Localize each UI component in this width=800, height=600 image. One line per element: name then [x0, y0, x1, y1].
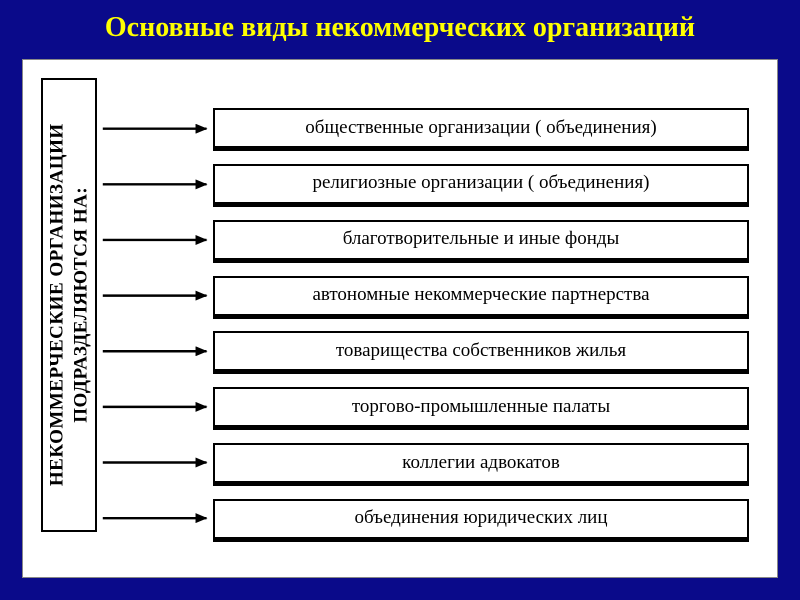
source-category-box: НЕКОММЕРЧЕСКИЕ ОРГАНИЗАЦИИ ПОДРАЗДЕЛЯЮТС… — [41, 78, 97, 532]
list-item: благотворительные и иные фонды — [213, 220, 749, 260]
source-line-1: НЕКОММЕРЧЕСКИЕ ОРГАНИЗАЦИИ — [46, 124, 67, 487]
list-item: автономные некоммерческие партнерства — [213, 276, 749, 316]
list-item: товарищества собственников жилья — [213, 331, 749, 371]
source-category-label: НЕКОММЕРЧЕСКИЕ ОРГАНИЗАЦИИ ПОДРАЗДЕЛЯЮТС… — [45, 124, 93, 487]
list-item: объединения юридических лиц — [213, 499, 749, 539]
diagram-panel: НЕКОММЕРЧЕСКИЕ ОРГАНИЗАЦИИ ПОДРАЗДЕЛЯЮТС… — [22, 59, 778, 578]
list-item: религиозные организации ( объединения) — [213, 164, 749, 204]
list-item: коллегии адвокатов — [213, 443, 749, 483]
list-item: общественные организации ( объединения) — [213, 108, 749, 148]
items-column: общественные организации ( объединения) … — [213, 108, 749, 539]
source-line-2: ПОДРАЗДЕЛЯЮТСЯ НА: — [70, 187, 91, 423]
page-title: Основные виды некоммерческих организаций — [0, 0, 800, 59]
list-item: торгово-промышленные палаты — [213, 387, 749, 427]
